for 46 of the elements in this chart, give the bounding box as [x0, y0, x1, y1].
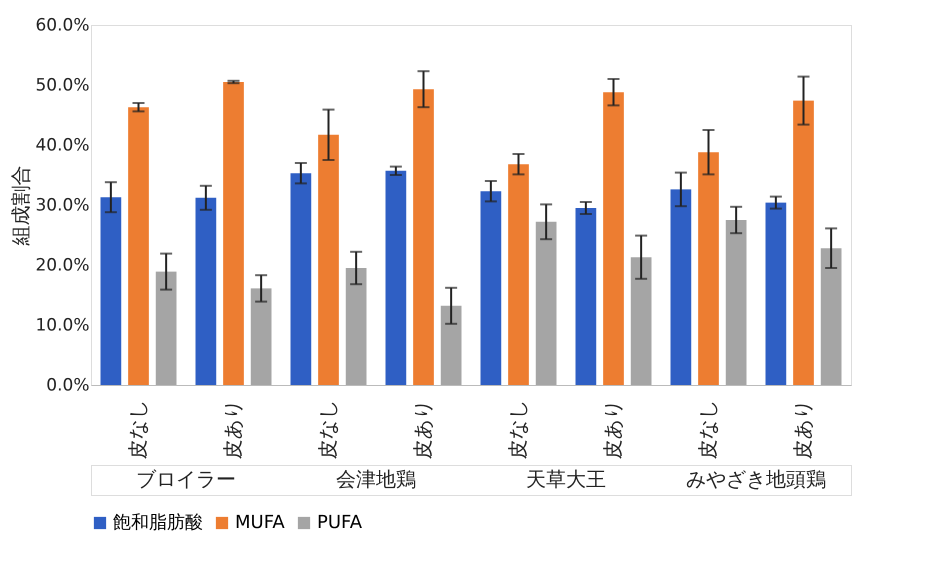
bar [318, 134, 339, 385]
bar [440, 306, 462, 385]
bar [766, 202, 786, 385]
text: 会津地鶏 [336, 467, 416, 491]
y-tick-label: 0.0% [46, 376, 90, 396]
x-tick-label: 皮あり [600, 400, 624, 460]
legend-label: PUFA [317, 512, 363, 533]
bar [820, 248, 842, 385]
bar [290, 173, 312, 385]
x-tick-label: 皮あり [790, 400, 814, 460]
bar [670, 189, 692, 385]
bar [196, 198, 216, 385]
y-tick-label: 60.0% [35, 16, 90, 36]
x-tick-label: 皮あり [220, 400, 244, 460]
bar [508, 164, 529, 385]
bar [630, 257, 652, 385]
x-tick-label: 皮なし [696, 400, 720, 460]
bar [536, 222, 556, 385]
bar [576, 208, 596, 385]
text: みやざき地頭鶏 [686, 467, 826, 491]
y-tick-label: 10.0% [35, 316, 90, 336]
y-axis-title: 組成割合 [8, 166, 32, 246]
bar [156, 272, 176, 385]
y-tick-label: 20.0% [35, 256, 90, 276]
x-tick-label: 皮あり [410, 400, 434, 460]
bar [726, 220, 746, 385]
y-tick-label: 40.0% [35, 136, 90, 156]
x-tick-label: 皮なし [126, 400, 150, 460]
bar [100, 197, 122, 385]
y-tick-label: 50.0% [35, 76, 90, 96]
bar [346, 268, 366, 385]
text: ブロイラー [136, 467, 236, 491]
bar [603, 92, 624, 385]
bar [793, 100, 814, 385]
bar [413, 89, 434, 385]
bar [480, 191, 502, 385]
x-tick-label: 皮なし [506, 400, 530, 460]
bar [386, 170, 406, 385]
legend-label: MUFA [235, 512, 286, 533]
text: 天草大王 [526, 467, 606, 491]
bar [250, 288, 272, 385]
bar [698, 152, 719, 385]
y-tick-label: 30.0% [35, 196, 90, 216]
x-tick-label: 皮なし [316, 400, 340, 460]
legend-label: 飽和脂肪酸 [113, 512, 203, 533]
bar [128, 107, 149, 385]
